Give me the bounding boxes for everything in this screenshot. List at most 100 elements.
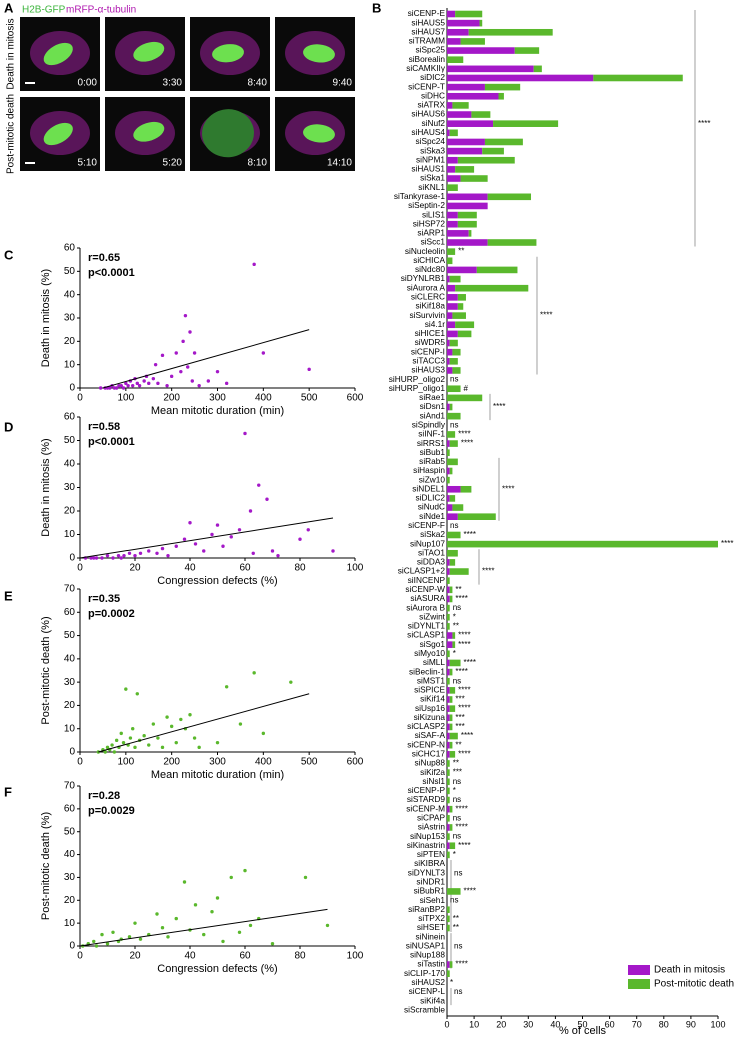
bar-segment xyxy=(482,147,504,155)
timestamp: 5:10 xyxy=(78,158,98,169)
x-tick-label: 500 xyxy=(301,757,318,768)
x-tick-label: 200 xyxy=(163,757,180,768)
category-label: siNudC xyxy=(418,502,445,512)
significance: **** xyxy=(458,640,470,649)
point xyxy=(110,743,114,747)
bar-segment xyxy=(447,970,450,977)
chromatin xyxy=(133,41,165,62)
bar-segment xyxy=(447,38,461,45)
legend-swatch xyxy=(628,965,650,975)
category-label: siNPM1 xyxy=(416,154,445,164)
bar-segment xyxy=(447,367,453,374)
category-label: siSeptin-2 xyxy=(408,200,445,210)
cell xyxy=(30,31,90,75)
point xyxy=(116,553,121,558)
category-label: siNup88 xyxy=(415,758,446,768)
category-label: siMyo10 xyxy=(414,648,445,658)
point xyxy=(135,381,139,386)
point xyxy=(121,740,126,745)
category-label: siSpc24 xyxy=(415,136,445,146)
significance: **** xyxy=(698,119,710,128)
category-label: siHAUS4 xyxy=(411,127,445,137)
point xyxy=(142,734,146,738)
category-label: siHSET xyxy=(417,922,445,932)
point xyxy=(197,745,201,750)
category-label: siBeclin-1 xyxy=(409,666,445,676)
category-label: siTankyrase-1 xyxy=(394,191,446,201)
point xyxy=(119,556,123,560)
bar-segment xyxy=(447,650,450,658)
category-label: siTACC3 xyxy=(412,356,445,366)
point xyxy=(261,731,266,736)
bar-segment xyxy=(449,842,456,850)
category-label: siDHC xyxy=(421,90,445,100)
y-tick-label: 0 xyxy=(69,941,75,952)
statistic: p<0.0001 xyxy=(88,436,135,448)
category-label: siPTEN xyxy=(417,849,445,859)
point xyxy=(237,528,242,532)
bar-segment xyxy=(479,19,483,27)
x-tick-label: 40 xyxy=(184,951,196,962)
point xyxy=(307,367,311,372)
point xyxy=(111,556,115,560)
bar-segment xyxy=(449,751,456,758)
point xyxy=(193,903,198,907)
bar-segment xyxy=(447,824,450,831)
x-tick-label: 40 xyxy=(550,1019,560,1029)
x-tick-label: 70 xyxy=(632,1019,642,1029)
x-tick-label: 60 xyxy=(239,951,251,962)
bar-segment xyxy=(468,28,553,36)
point xyxy=(169,724,174,729)
point xyxy=(215,523,220,527)
bar-segment xyxy=(447,815,450,822)
significance: **** xyxy=(464,658,476,667)
point xyxy=(94,944,99,948)
x-tick-label: 400 xyxy=(255,757,272,768)
point xyxy=(221,544,225,548)
bar-segment xyxy=(447,83,485,91)
x-axis-label: % of cells xyxy=(559,1025,607,1037)
category-label: siKif18a xyxy=(415,301,445,311)
x-tick-label: 0 xyxy=(77,951,83,962)
category-label: siHICE1 xyxy=(415,328,446,338)
bar-segment xyxy=(514,47,540,54)
category-label: siRab5 xyxy=(419,456,445,466)
bar-segment xyxy=(447,431,456,438)
bar-segment xyxy=(498,92,504,100)
category-label: siScramble xyxy=(404,1004,445,1014)
bar-segment xyxy=(447,138,485,146)
point xyxy=(182,537,187,541)
point xyxy=(147,381,151,386)
x-tick-label: 400 xyxy=(255,393,272,404)
category-label: siNDEL1 xyxy=(412,483,445,493)
panel-label: C xyxy=(4,247,14,262)
significance: **** xyxy=(464,887,476,896)
bar-segment xyxy=(447,358,450,365)
y-tick-label: 10 xyxy=(64,529,76,540)
point xyxy=(215,896,220,900)
significance: **** xyxy=(482,567,494,576)
category-label: siCLASP2 xyxy=(407,721,445,731)
point xyxy=(202,932,206,937)
point xyxy=(135,692,139,696)
y-tick-label: 60 xyxy=(64,412,76,423)
point xyxy=(248,923,253,928)
point xyxy=(114,386,119,390)
y-tick-label: 40 xyxy=(64,849,76,860)
timestamp: 9:40 xyxy=(333,78,353,89)
bar-segment xyxy=(447,549,458,557)
point xyxy=(261,351,266,355)
bar-segment xyxy=(447,677,450,685)
category-label: siDIC2 xyxy=(420,72,445,82)
significance: *** xyxy=(455,722,464,731)
point xyxy=(127,551,132,555)
significance: *** xyxy=(453,768,462,777)
chromatin xyxy=(43,122,73,146)
point xyxy=(243,868,247,873)
panel-label: F xyxy=(4,784,12,799)
y-axis-label: Death in mitosis (%) xyxy=(40,269,52,367)
point xyxy=(224,381,229,386)
x-tick-label: 300 xyxy=(209,393,226,404)
bar-segment xyxy=(449,595,453,603)
